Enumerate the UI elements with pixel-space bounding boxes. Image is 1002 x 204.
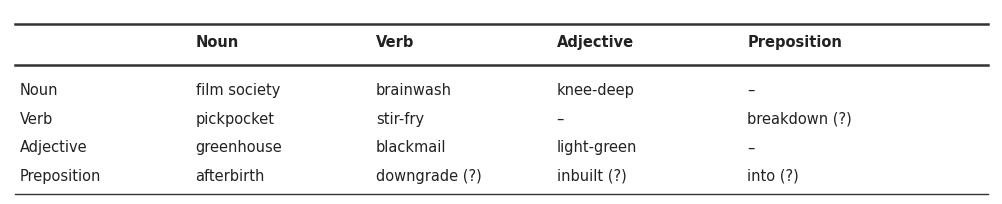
Text: Adjective: Adjective [556, 35, 633, 50]
Text: greenhouse: greenhouse [195, 140, 282, 155]
Text: Verb: Verb [20, 112, 53, 127]
Text: light-green: light-green [556, 140, 636, 155]
Text: pickpocket: pickpocket [195, 112, 275, 127]
Text: blackmail: blackmail [376, 140, 446, 155]
Text: –: – [556, 112, 563, 127]
Text: downgrade (?): downgrade (?) [376, 169, 481, 184]
Text: Preposition: Preposition [20, 169, 101, 184]
Text: Preposition: Preposition [746, 35, 842, 50]
Text: Adjective: Adjective [20, 140, 87, 155]
Text: –: – [746, 83, 754, 98]
Text: Noun: Noun [195, 35, 238, 50]
Text: knee-deep: knee-deep [556, 83, 634, 98]
Text: Verb: Verb [376, 35, 414, 50]
Text: brainwash: brainwash [376, 83, 452, 98]
Text: afterbirth: afterbirth [195, 169, 265, 184]
Text: into (?): into (?) [746, 169, 799, 184]
Text: inbuilt (?): inbuilt (?) [556, 169, 626, 184]
Text: Noun: Noun [20, 83, 58, 98]
Text: film society: film society [195, 83, 280, 98]
Text: –: – [746, 140, 754, 155]
Text: stir-fry: stir-fry [376, 112, 424, 127]
Text: breakdown (?): breakdown (?) [746, 112, 851, 127]
